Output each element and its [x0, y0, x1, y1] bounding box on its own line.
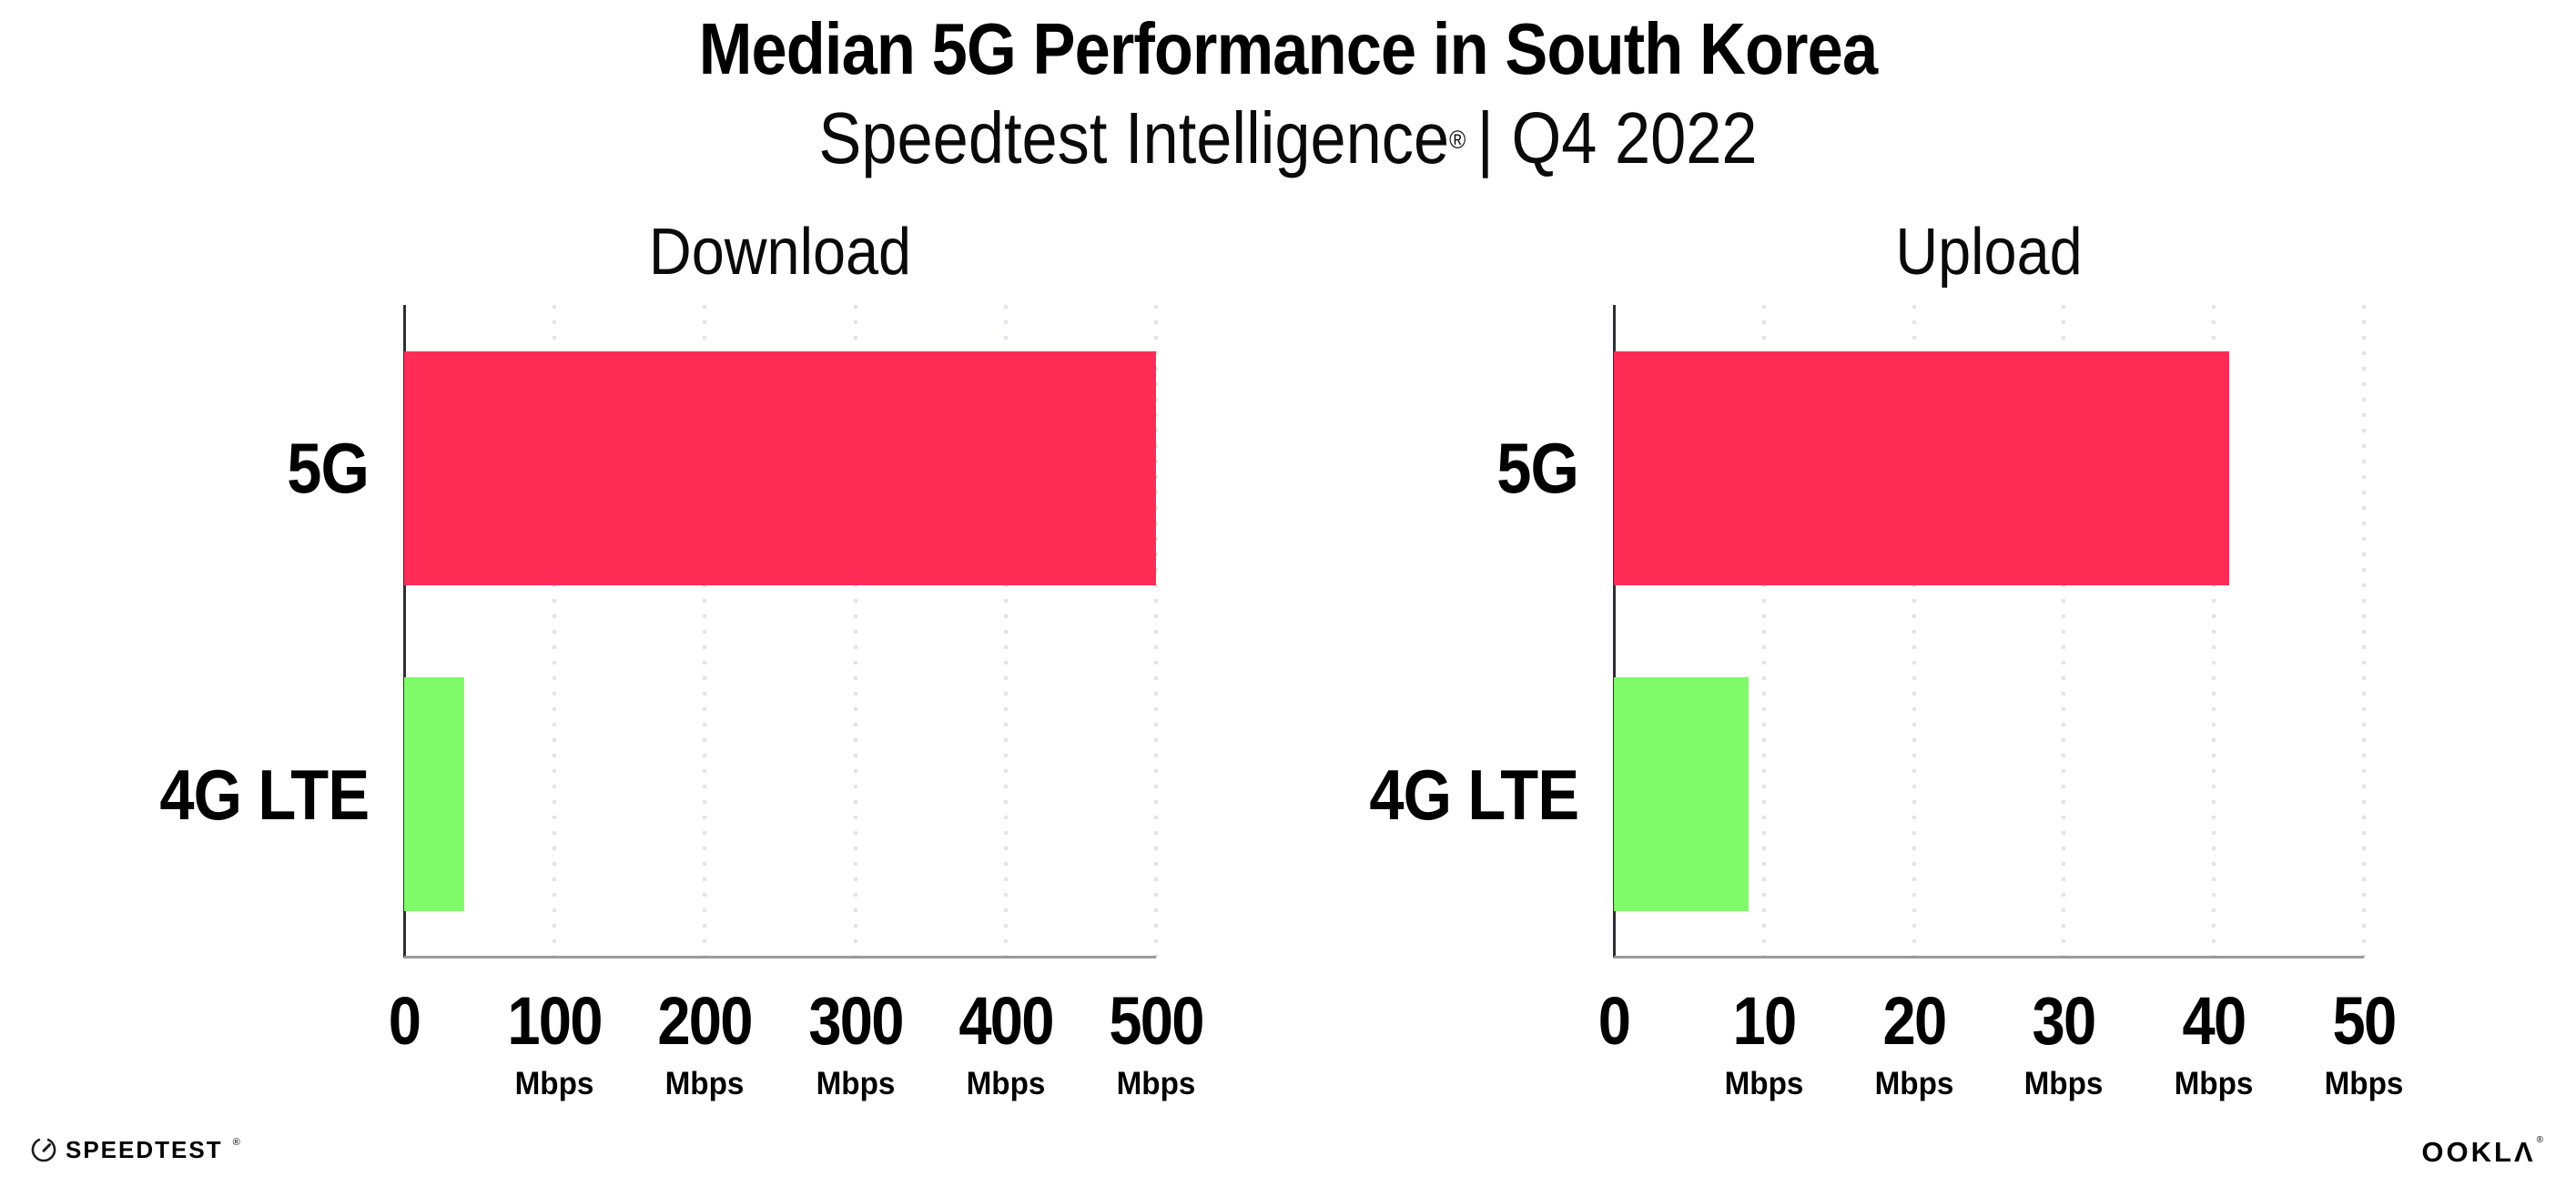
tick-unit: Mbps [1116, 1066, 1196, 1101]
gridline-200 [703, 305, 707, 958]
ookla-registered-mark: ® [2536, 1135, 2543, 1145]
tick-value: 0 [388, 983, 421, 1059]
plot-area-upload [1613, 305, 2366, 959]
bar-5g [404, 350, 1156, 585]
subtitle-brand: Speedtest Intelligence [818, 97, 1450, 178]
tick-label-100: 100 Mbps [501, 983, 607, 1101]
tick-label-40: 40 Mbps [2172, 983, 2255, 1101]
tick-unit: Mbps [664, 1066, 745, 1101]
tick-label-10: 10 Mbps [1722, 983, 1805, 1101]
tick-unit: Mbps [966, 1066, 1046, 1101]
page-subtitle: Speedtest Intelligence® | Q4 2022 [155, 93, 2421, 184]
chart-title-upload: Upload [1895, 216, 2083, 289]
ookla-wordmark: OOKLΛ [2421, 1136, 2536, 1168]
speedtest-wordmark: SPEEDTEST [66, 1136, 223, 1163]
x-axis-ticks-upload: 0 10 Mbps 20 Mbps 30 Mbps 40 Mbps 50 Mbps [1598, 983, 2404, 1142]
tick-value: 300 [807, 983, 904, 1059]
bar-row-4g-lte [404, 632, 1156, 959]
tick-unit: Mbps [1874, 1066, 1954, 1101]
category-label-4g-lte: 4G LTE [1369, 754, 1579, 835]
gridline-300 [853, 305, 857, 958]
bar-row-4g-lte [1614, 632, 2364, 959]
subtitle-period: | Q4 2022 [1476, 97, 1758, 178]
tick-unit: Mbps [2174, 1066, 2254, 1101]
tick-unit: Mbps [2023, 1066, 2104, 1101]
tick-value: 400 [958, 983, 1054, 1059]
gridline-10 [1761, 305, 1766, 958]
speedtest-gauge-icon [31, 1138, 56, 1162]
category-label-5g: 5G [287, 428, 370, 509]
tick-value: 20 [1882, 983, 1947, 1059]
gridline-30 [2062, 305, 2066, 958]
tick-label-0: 0 [386, 988, 421, 1055]
chart-download: Download 5G 4G LTE 0 100 Mbps 200 Mbps 300 Mbps 40… [159, 219, 1204, 1100]
y-axis-line [403, 305, 406, 958]
gridline-500 [1154, 305, 1158, 958]
gridline-40 [2212, 305, 2216, 958]
tick-value: 50 [2332, 983, 2398, 1059]
tick-unit: Mbps [1724, 1066, 1804, 1101]
gridline-20 [1912, 305, 1916, 958]
tick-label-500: 500 Mbps [1102, 983, 1209, 1101]
category-label-4g-lte: 4G LTE [159, 754, 370, 835]
page-title: Median 5G Performance in South Korea [698, 8, 1878, 89]
bar-4g-lte [404, 677, 465, 912]
tick-value: 0 [1597, 983, 1631, 1059]
tick-unit: Mbps [514, 1066, 594, 1101]
tick-label-200: 200 Mbps [652, 983, 758, 1101]
gridline-50 [2362, 305, 2366, 958]
tick-value: 100 [507, 983, 603, 1059]
plot-area-download [403, 305, 1158, 959]
x-axis-line [404, 956, 1156, 959]
y-axis-line [1613, 305, 1616, 958]
tick-label-300: 300 Mbps [802, 983, 908, 1101]
tick-label-20: 20 Mbps [1872, 983, 1955, 1101]
chart-title-download: Download [648, 216, 912, 289]
tick-value: 40 [2182, 983, 2247, 1059]
gridline-400 [1003, 305, 1008, 958]
tick-value: 200 [657, 983, 754, 1059]
tick-unit: Mbps [2324, 1066, 2404, 1101]
bar-5g [1614, 350, 2229, 585]
tick-label-400: 400 Mbps [952, 983, 1059, 1101]
registered-mark: ® [1449, 126, 1466, 154]
bar-row-5g [404, 305, 1156, 632]
gridline-100 [553, 305, 557, 958]
x-axis-line [1614, 956, 2364, 959]
category-label-5g: 5G [1496, 428, 1579, 509]
tick-value: 30 [2032, 983, 2097, 1059]
x-axis-ticks-download: 0 100 Mbps 200 Mbps 300 Mbps 400 Mbps 500 Mbps [389, 983, 1205, 1142]
tick-label-50: 50 Mbps [2322, 983, 2405, 1101]
chart-upload: Upload 5G 4G LTE 0 10 Mbps 20 Mbps 30 Mbps 40 Mbps 5… [1369, 219, 2403, 1100]
tick-value: 10 [1732, 983, 1797, 1059]
speedtest-logo: SPEEDTEST ® [30, 1136, 240, 1163]
ookla-logo: OOKLΛ ® [2421, 1135, 2543, 1168]
bar-row-5g [1614, 305, 2364, 632]
tick-label-30: 30 Mbps [2023, 983, 2105, 1101]
tick-value: 500 [1109, 983, 1204, 1059]
tick-label-0: 0 [1596, 988, 1631, 1055]
speedtest-registered-mark: ® [232, 1137, 240, 1148]
tick-unit: Mbps [816, 1066, 895, 1101]
bar-4g-lte [1614, 677, 1749, 912]
